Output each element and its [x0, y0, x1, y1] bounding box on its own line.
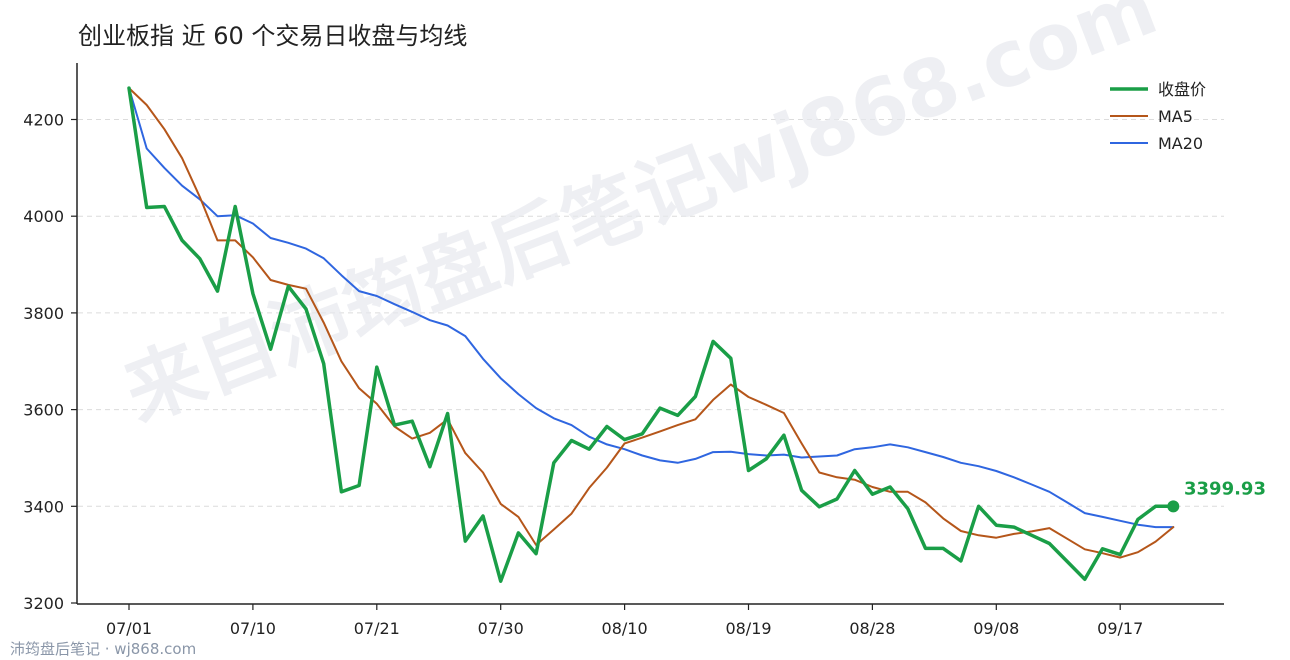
x-tick-label: 07/10 [230, 619, 276, 638]
x-tick-label: 07/30 [478, 619, 524, 638]
x-tick-label: 07/01 [106, 619, 152, 638]
last-close-point [1167, 500, 1180, 513]
series-lines [127, 86, 1176, 583]
watermark-text: 来自沛筠盘后笔记wj868.com [113, 0, 1169, 439]
watermark: 来自沛筠盘后笔记wj868.com [113, 0, 1169, 439]
x-tick-label: 08/28 [849, 619, 895, 638]
y-axis-ticks: 3200 3400 3600 3800 4000 4200 [23, 111, 77, 613]
ma20-line [128, 87, 1175, 529]
last-value-marker: 3399.93 [1167, 478, 1266, 513]
legend-label-ma20: MA20 [1158, 134, 1203, 153]
legend-label-ma5: MA5 [1158, 107, 1193, 126]
footer-credit: 沛筠盘后笔记 · wj868.com [10, 640, 196, 658]
x-tick-label: 09/17 [1097, 619, 1143, 638]
x-axis-ticks: 07/01 07/10 07/21 07/30 08/10 08/19 08/28 09/08… [106, 604, 1143, 638]
legend: 收盘价 MA5 MA20 [1110, 80, 1206, 153]
axes [76, 63, 1224, 605]
grid-lines [78, 119, 1224, 507]
ma5-line [128, 87, 1175, 559]
y-tick-label: 3400 [23, 497, 64, 516]
y-tick-label: 3200 [23, 594, 64, 613]
x-tick-label: 07/21 [354, 619, 400, 638]
x-tick-label: 09/08 [973, 619, 1019, 638]
x-tick-label: 08/19 [725, 619, 771, 638]
y-tick-label: 3600 [23, 401, 64, 420]
x-tick-label: 08/10 [602, 619, 648, 638]
y-tick-label: 3800 [23, 304, 64, 323]
y-tick-label: 4000 [23, 207, 64, 226]
last-close-label: 3399.93 [1184, 478, 1266, 499]
close-price-line [127, 86, 1176, 583]
chart-title: 创业板指 近 60 个交易日收盘与均线 [78, 22, 467, 50]
y-tick-label: 4200 [23, 111, 64, 130]
legend-label-close: 收盘价 [1158, 80, 1206, 99]
